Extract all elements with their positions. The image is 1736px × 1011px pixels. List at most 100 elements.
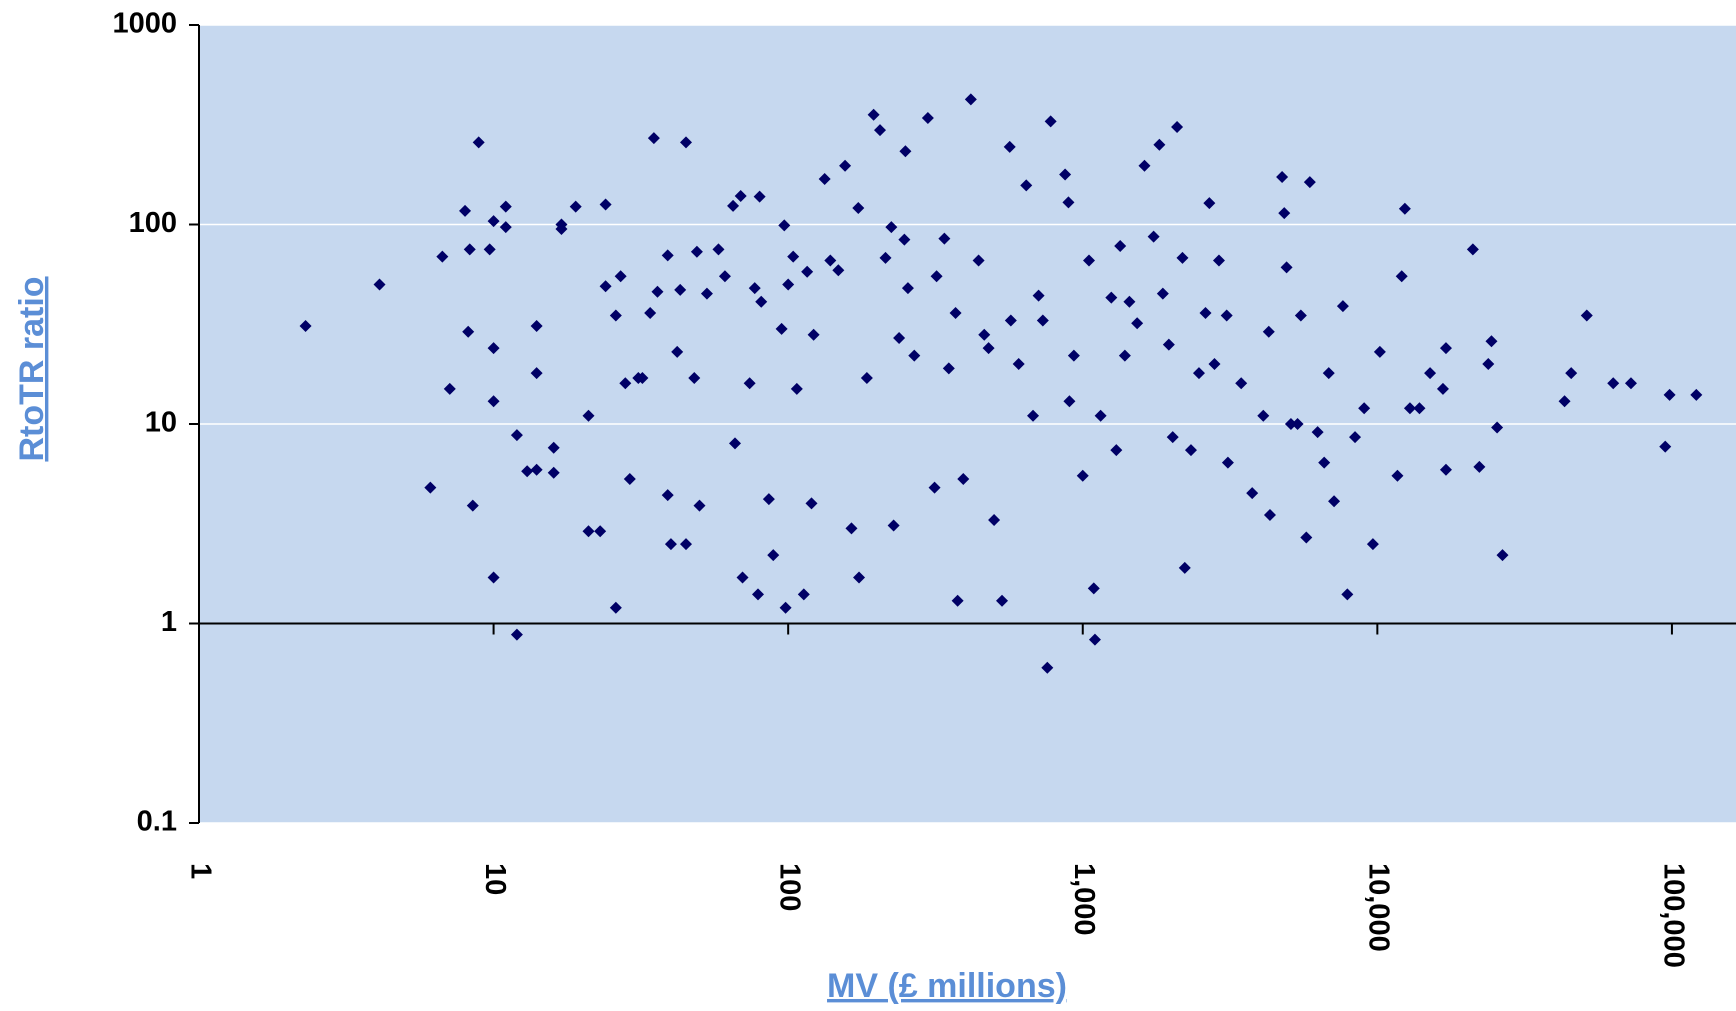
scatter-point [908,349,921,362]
scatter-point [1358,402,1371,415]
scatter-point [1659,440,1672,453]
scatter-point [664,538,677,551]
scatter-point [1184,444,1197,457]
scatter-point [839,159,852,172]
scatter-point [853,571,866,584]
scatter-point [609,309,622,322]
scatter-point [463,243,476,256]
scatter-point [1088,633,1101,646]
scatter-point [1291,418,1304,430]
scatter-point [1020,179,1033,192]
scatter-point [1341,588,1354,601]
scatter-point [1153,138,1166,151]
scatter-point [594,525,607,538]
scatter-point [569,200,582,213]
scatter-point [1311,426,1324,439]
scatter-point [599,280,612,293]
scatter-point [832,264,845,277]
scatter-point [1491,421,1504,434]
scatter-point [487,215,500,228]
scatter-point [1413,402,1426,415]
scatter-point [1032,289,1045,302]
scatter-point [499,221,512,234]
scatter-point [1131,317,1144,330]
scatter-point [1138,159,1151,172]
scatter-point [867,108,880,121]
scatter-point [805,497,818,510]
y-tick-label: 1 [161,606,177,638]
scatter-point [1303,176,1316,189]
scatter-point [824,254,837,267]
scatter-point [1580,309,1593,322]
scatter-point [1094,409,1107,422]
scatter-point [767,549,780,562]
scatter-point [688,372,701,385]
scatter-point [644,307,657,320]
scatter-point [1199,307,1212,320]
scatter-point [459,204,472,217]
scatter-point [964,93,977,106]
scatter-point [1208,357,1221,370]
scatter-point [736,571,749,584]
scatter-point [555,218,568,231]
scatter-point [885,221,898,234]
scatter-point [1398,202,1411,215]
scatter-point [1062,196,1075,209]
scatter-point [782,278,795,291]
scatter-point [874,124,887,137]
scatter-point [762,493,775,506]
scatter-point [1246,487,1259,500]
scatter-point [1044,115,1057,128]
x-tick-label: 1 [184,863,216,879]
scatter-point [1366,538,1379,551]
scatter-point [1156,287,1169,300]
scatter-point [1496,549,1509,562]
scatter-point [988,514,1001,527]
scatter-point [790,382,803,395]
scatter-point [928,481,941,494]
scatter-point [1284,418,1297,430]
scatter-point [930,270,943,283]
scatter-point [1262,325,1275,338]
scatter-point [1403,402,1416,415]
scatter-point [797,588,810,601]
scatter-point [582,409,595,422]
scatter-point [748,282,761,295]
scatter-point [1257,409,1270,422]
scatter-point [1221,456,1234,469]
scatter-point [818,173,831,186]
scatter-point [614,270,627,283]
scatter-point [1105,291,1118,304]
scatter-point [753,190,766,203]
scatter-point [779,601,792,614]
scatter-point [775,322,788,335]
scatter-point [1436,382,1449,395]
scatter-point [1212,254,1225,267]
scatter-point [1300,531,1313,544]
scatter-point [299,319,312,332]
scatter-point [1565,367,1578,380]
scatter-point [1171,121,1184,134]
scatter-point [957,473,970,486]
scatter-point [787,250,800,263]
scatter-point [483,243,496,256]
scatter-point [801,265,814,278]
scatter-point [727,199,740,212]
scatter-point [636,372,649,385]
y-tick-label: 100 [129,207,177,239]
scatter-point [1220,309,1233,322]
scatter-point [661,489,674,502]
scatter-point [1349,431,1362,444]
scatter-point [1041,661,1054,674]
scatter-point [1114,240,1127,253]
scatter-point [472,136,485,149]
x-tick-label: 10,000 [1363,863,1395,952]
scatter-point [718,270,731,283]
scatter-point [582,525,595,538]
scatter-point [1395,270,1408,283]
scatter-point [729,437,742,450]
scatter-point [778,219,791,232]
scatter-point [1328,495,1341,508]
scatter-point [487,342,500,355]
